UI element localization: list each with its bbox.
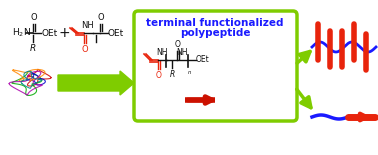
- Text: OEt: OEt: [41, 29, 57, 38]
- Text: NH: NH: [156, 48, 168, 57]
- Text: O: O: [175, 40, 181, 49]
- FancyArrow shape: [58, 71, 134, 95]
- Text: O: O: [156, 71, 162, 80]
- Text: $_n$: $_n$: [187, 68, 192, 77]
- Text: NH: NH: [176, 48, 188, 57]
- Text: R: R: [30, 44, 36, 53]
- Text: OEt: OEt: [196, 55, 210, 64]
- Text: O: O: [31, 13, 37, 22]
- Text: H$_2$N: H$_2$N: [12, 27, 31, 39]
- Text: terminal functionalized: terminal functionalized: [146, 18, 284, 28]
- Text: OEt: OEt: [108, 29, 124, 38]
- Text: O: O: [98, 13, 104, 22]
- Text: O: O: [82, 45, 88, 54]
- Text: polypeptide: polypeptide: [180, 28, 250, 38]
- Text: NH: NH: [82, 21, 94, 30]
- Text: +: +: [58, 26, 70, 40]
- Text: R: R: [169, 70, 175, 79]
- FancyBboxPatch shape: [134, 11, 297, 121]
